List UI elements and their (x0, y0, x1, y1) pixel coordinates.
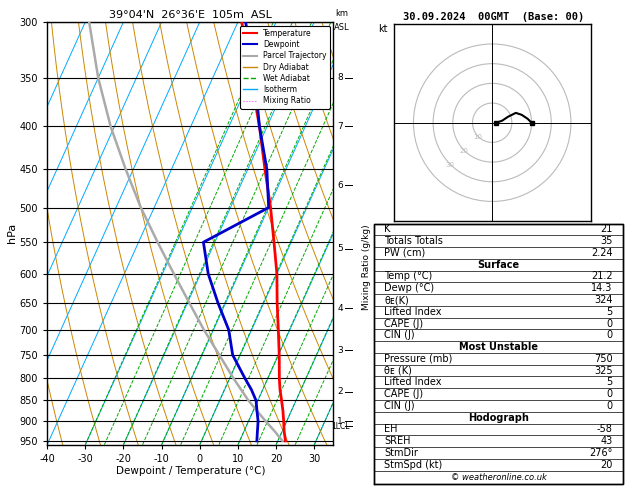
Text: 2.24: 2.24 (591, 248, 613, 258)
Text: 0: 0 (606, 318, 613, 329)
X-axis label: Dewpoint / Temperature (°C): Dewpoint / Temperature (°C) (116, 467, 265, 476)
Text: StmDir: StmDir (384, 448, 418, 458)
Text: 1: 1 (337, 417, 343, 426)
Text: 20: 20 (601, 460, 613, 469)
Text: Most Unstable: Most Unstable (459, 342, 538, 352)
Text: 2: 2 (338, 387, 343, 396)
Text: 10: 10 (474, 134, 482, 140)
Text: 7: 7 (337, 122, 343, 131)
Text: ASL: ASL (334, 23, 350, 33)
Text: θᴇ (K): θᴇ (K) (384, 365, 412, 376)
Text: 0: 0 (606, 401, 613, 411)
FancyBboxPatch shape (374, 224, 623, 484)
Text: 20: 20 (459, 148, 468, 154)
Text: StmSpd (kt): StmSpd (kt) (384, 460, 442, 469)
Text: 30.09.2024  00GMT  (Base: 00): 30.09.2024 00GMT (Base: 00) (403, 12, 584, 22)
Text: 0: 0 (606, 330, 613, 340)
Legend: Temperature, Dewpoint, Parcel Trajectory, Dry Adiabat, Wet Adiabat, Isotherm, Mi: Temperature, Dewpoint, Parcel Trajectory… (240, 26, 330, 108)
Text: Lifted Index: Lifted Index (384, 377, 442, 387)
Text: Totals Totals: Totals Totals (384, 236, 443, 246)
Text: 21: 21 (601, 225, 613, 234)
Text: 14.3: 14.3 (591, 283, 613, 293)
Text: PW (cm): PW (cm) (384, 248, 425, 258)
Text: Mixing Ratio (g/kg): Mixing Ratio (g/kg) (362, 225, 370, 310)
Text: 6: 6 (337, 181, 343, 190)
Text: 4: 4 (338, 304, 343, 313)
Text: 750: 750 (594, 354, 613, 364)
Y-axis label: hPa: hPa (7, 223, 17, 243)
Text: kt: kt (378, 24, 387, 35)
Text: 5: 5 (606, 377, 613, 387)
Text: 43: 43 (601, 436, 613, 446)
Text: CAPE (J): CAPE (J) (384, 318, 423, 329)
Text: 30: 30 (445, 162, 454, 168)
Text: CIN (J): CIN (J) (384, 330, 415, 340)
Text: 5: 5 (337, 244, 343, 253)
Text: 276°: 276° (589, 448, 613, 458)
Text: © weatheronline.co.uk: © weatheronline.co.uk (450, 472, 547, 482)
Text: EH: EH (384, 424, 398, 434)
Text: Hodograph: Hodograph (468, 413, 529, 423)
Text: 324: 324 (594, 295, 613, 305)
Text: 35: 35 (601, 236, 613, 246)
Text: 1LCL: 1LCL (331, 421, 350, 431)
Text: K: K (384, 225, 391, 234)
Text: 325: 325 (594, 365, 613, 376)
Text: CAPE (J): CAPE (J) (384, 389, 423, 399)
Text: SREH: SREH (384, 436, 411, 446)
Text: 21.2: 21.2 (591, 272, 613, 281)
Title: 39°04'N  26°36'E  105m  ASL: 39°04'N 26°36'E 105m ASL (109, 10, 272, 20)
Text: 3: 3 (337, 346, 343, 355)
Text: Pressure (mb): Pressure (mb) (384, 354, 453, 364)
Text: CIN (J): CIN (J) (384, 401, 415, 411)
Text: 0: 0 (606, 389, 613, 399)
Text: θᴇ(K): θᴇ(K) (384, 295, 409, 305)
Text: Dewp (°C): Dewp (°C) (384, 283, 434, 293)
Text: Surface: Surface (477, 260, 520, 270)
Text: Lifted Index: Lifted Index (384, 307, 442, 317)
Text: km: km (335, 9, 348, 17)
Text: -58: -58 (597, 424, 613, 434)
Text: Temp (°C): Temp (°C) (384, 272, 433, 281)
Text: 5: 5 (606, 307, 613, 317)
Text: 8: 8 (337, 73, 343, 83)
